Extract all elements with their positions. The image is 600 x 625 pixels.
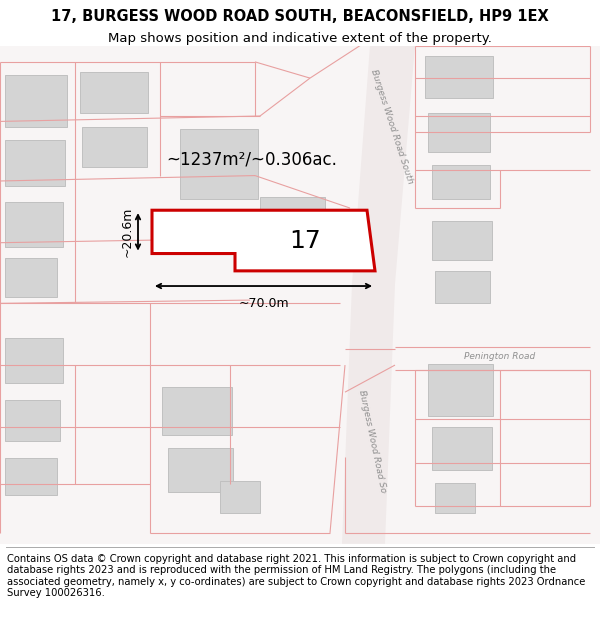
Text: ~20.6m: ~20.6m <box>121 207 134 257</box>
Bar <box>80 72 148 112</box>
Polygon shape <box>352 46 415 284</box>
Bar <box>5 258 57 297</box>
Text: Map shows position and indicative extent of the property.: Map shows position and indicative extent… <box>108 32 492 45</box>
Bar <box>428 112 490 152</box>
Polygon shape <box>152 210 375 271</box>
Bar <box>82 127 147 167</box>
Bar <box>180 129 258 199</box>
Bar <box>435 483 475 513</box>
Polygon shape <box>342 284 395 544</box>
Bar <box>432 427 492 470</box>
Bar <box>5 140 65 186</box>
Bar <box>220 481 260 513</box>
Bar <box>425 56 493 98</box>
Text: 17, BURGESS WOOD ROAD SOUTH, BEACONSFIELD, HP9 1EX: 17, BURGESS WOOD ROAD SOUTH, BEACONSFIEL… <box>51 9 549 24</box>
Bar <box>5 400 60 441</box>
Bar <box>5 201 63 247</box>
Text: ~70.0m: ~70.0m <box>238 297 289 310</box>
Bar <box>168 449 233 492</box>
Text: Burgess Wood Road South: Burgess Wood Road South <box>369 69 415 185</box>
Bar <box>5 75 67 127</box>
Bar <box>165 214 197 243</box>
Bar <box>162 387 232 436</box>
Bar <box>435 271 490 303</box>
Bar <box>260 198 325 254</box>
Text: ~1237m²/~0.306ac.: ~1237m²/~0.306ac. <box>167 151 337 168</box>
Text: Contains OS data © Crown copyright and database right 2021. This information is : Contains OS data © Crown copyright and d… <box>7 554 586 598</box>
Bar <box>5 338 63 384</box>
Text: Penington Road: Penington Road <box>464 352 536 361</box>
Bar <box>428 364 493 416</box>
Bar <box>432 165 490 199</box>
Text: 17: 17 <box>289 229 321 253</box>
Bar <box>5 458 57 495</box>
Bar <box>432 221 492 260</box>
Text: Burgess Wood Road So: Burgess Wood Road So <box>356 389 388 493</box>
